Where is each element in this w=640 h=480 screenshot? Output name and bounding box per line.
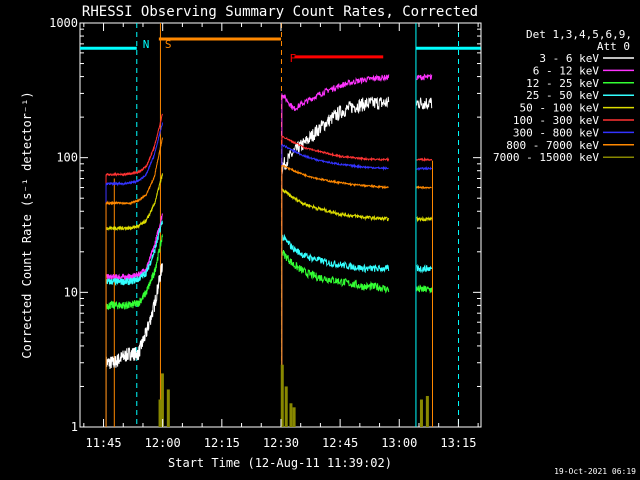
x-tick-label: 12:15 <box>204 436 240 450</box>
x-tick-label: 12:30 <box>263 436 299 450</box>
x-tick-label: 12:45 <box>322 436 358 450</box>
legend-label-12-25-kev: 12 - 25 keV <box>526 77 599 90</box>
y-tick-label: 1 <box>71 420 78 434</box>
annotation-f: F <box>289 52 296 65</box>
legend-header-line-1: Det 1,3,4,5,6,9, <box>526 28 632 41</box>
series-tail-300-800-kev <box>416 166 433 171</box>
series-bar-7000-15000-kev <box>160 373 164 427</box>
legend-label-800-7000-kev: 800 - 7000 keV <box>506 139 599 152</box>
series-line-3-6-kev <box>105 263 163 370</box>
series-tail-12-25-kev <box>416 284 433 294</box>
axes-layer: 1 10 100 1000 11:45 12:00 12:15 12:30 12:45 13:00… <box>49 16 481 450</box>
legend-label-6-12-kev: 6 - 12 keV <box>533 64 600 77</box>
series-line-800-7000-kev <box>105 137 163 206</box>
series-line-12-25-kev <box>105 233 163 311</box>
series-tail-100-300-kev <box>416 156 433 162</box>
series-bar-7000-15000-kev <box>289 403 293 427</box>
series-bar-7000-15000-kev <box>292 407 296 427</box>
legend-label-3-6-kev: 3 - 6 keV <box>539 52 599 65</box>
annotation-s: S <box>165 38 172 51</box>
series-line-50-100-kev <box>105 173 163 232</box>
y-tick-label: 1000 <box>49 16 78 30</box>
series-tail-800-7000-kev <box>416 185 432 190</box>
series-line-300-800-kev <box>105 122 163 187</box>
series-tail-6-12-kev <box>416 73 433 81</box>
x-tick-label: 11:45 <box>85 436 121 450</box>
series-bar-7000-15000-kev <box>166 389 170 427</box>
series-bar-7000-15000-kev <box>280 364 284 427</box>
chart-title: RHESSI Observing Summary Count Rates, Co… <box>82 4 478 20</box>
series-line-300-800-kev <box>281 143 389 172</box>
series-line-800-7000-kev <box>281 164 389 190</box>
series-line-12-25-kev <box>281 250 390 294</box>
legend-label-7000-15000-kev: 7000 - 15000 keV <box>493 151 599 164</box>
y-tick-label: 100 <box>56 151 78 165</box>
x-tick-label: 13:15 <box>440 436 476 450</box>
series-bar-7000-15000-kev <box>419 399 423 427</box>
series-line-100-300-kev <box>105 113 163 178</box>
legend-label-100-300-kev: 100 - 300 keV <box>513 114 599 127</box>
series-tail-50-100-kev <box>416 215 433 223</box>
legend-label-300-800-kev: 300 - 800 keV <box>513 126 599 139</box>
annotation-n: N <box>143 38 150 51</box>
series-bar-7000-15000-kev <box>284 386 288 427</box>
generation-timestamp: 19-Oct-2021 06:19 <box>554 467 636 476</box>
series-line-3-6-kev <box>281 96 390 175</box>
series-line-6-12-kev <box>105 213 163 282</box>
legend-label-25-50-kev: 25 - 50 keV <box>526 89 599 102</box>
series-line-6-12-kev <box>281 73 390 112</box>
y-tick-label: 10 <box>64 285 78 299</box>
x-axis-label: Start Time (12-Aug-11 11:39:02) <box>168 456 392 470</box>
series-line-25-50-kev <box>281 233 390 274</box>
series-line-50-100-kev <box>281 187 390 222</box>
series-bar-7000-15000-kev <box>425 395 429 427</box>
legend-header-line-2: Att 0 <box>597 40 630 53</box>
series-line-25-50-kev <box>105 220 163 287</box>
series-line-100-300-kev <box>281 135 390 162</box>
series-bar-7000-15000-kev <box>158 399 162 427</box>
legend-label-50-100-kev: 50 - 100 keV <box>520 102 600 115</box>
x-tick-label: 12:00 <box>145 436 181 450</box>
series-tail-3-6-kev <box>416 97 433 111</box>
series-tail-25-50-kev <box>416 263 433 274</box>
x-tick-label: 13:00 <box>381 436 417 450</box>
y-axis-label: Corrected Count Rate (s⁻¹ detector⁻¹) <box>20 91 34 358</box>
data-layer: N S F <box>80 23 481 427</box>
